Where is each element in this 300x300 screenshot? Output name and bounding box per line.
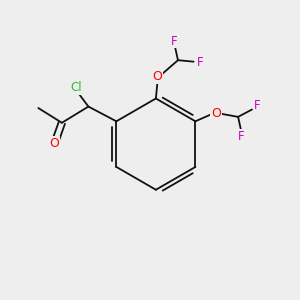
- Text: Cl: Cl: [71, 81, 82, 94]
- Text: O: O: [50, 137, 59, 150]
- Text: O: O: [152, 70, 162, 83]
- Text: O: O: [211, 107, 221, 120]
- Text: F: F: [238, 130, 245, 143]
- Text: F: F: [197, 56, 203, 69]
- Text: F: F: [254, 99, 261, 112]
- Text: F: F: [171, 34, 178, 48]
